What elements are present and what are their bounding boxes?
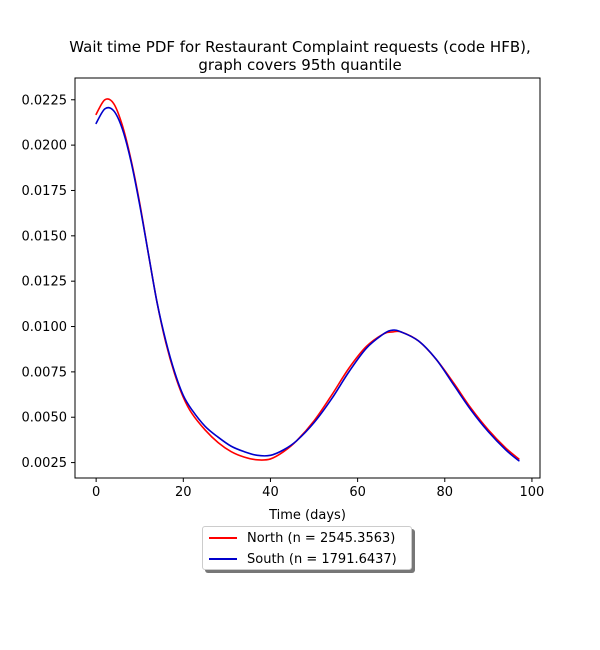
series-group — [95, 98, 520, 462]
y-tick-label: 0.0050 — [22, 411, 68, 426]
legend-swatch-north — [209, 537, 237, 539]
x-axis: 0 20 40 60 80 100 — [92, 478, 544, 500]
y-tick-label: 0.0125 — [22, 275, 68, 290]
y-tick-label: 0.0150 — [22, 229, 68, 244]
y-tick-label: 0.0075 — [22, 365, 68, 380]
y-tick-label: 0.0025 — [22, 456, 68, 471]
x-tick-label: 80 — [437, 485, 454, 500]
y-axis: 0.0025 0.0050 0.0075 0.0100 0.0125 0.0150 0.01… — [22, 93, 75, 471]
y-tick-label: 0.0200 — [22, 139, 68, 154]
legend-item-north: North (n = 2545.3563) — [209, 529, 395, 547]
series-line-south — [95, 106, 520, 462]
legend-item-south: South (n = 1791.6437) — [209, 550, 397, 568]
x-tick-label: 60 — [349, 485, 366, 500]
plot-area — [74, 77, 541, 479]
x-tick-label: 40 — [262, 485, 279, 500]
legend-label-south: South (n = 1791.6437) — [247, 551, 397, 567]
legend-label-north: North (n = 2545.3563) — [247, 530, 396, 546]
legend: North (n = 2545.3563) South (n = 1791.64… — [202, 526, 412, 570]
y-tick-label: 0.0175 — [22, 184, 68, 199]
x-tick-label: 20 — [175, 485, 192, 500]
y-tick-label: 0.0100 — [22, 320, 68, 335]
y-tick-label: 0.0225 — [22, 93, 68, 108]
chart-title: Wait time PDF for Restaurant Complaint r… — [69, 38, 531, 56]
series-line-north — [95, 98, 520, 461]
chart-subtitle: graph covers 95th quantile — [198, 56, 402, 74]
x-tick-label: 100 — [520, 485, 545, 500]
x-tick-label: 0 — [92, 485, 100, 500]
x-axis-label: Time (days) — [268, 508, 346, 523]
legend-swatch-south — [209, 558, 237, 560]
